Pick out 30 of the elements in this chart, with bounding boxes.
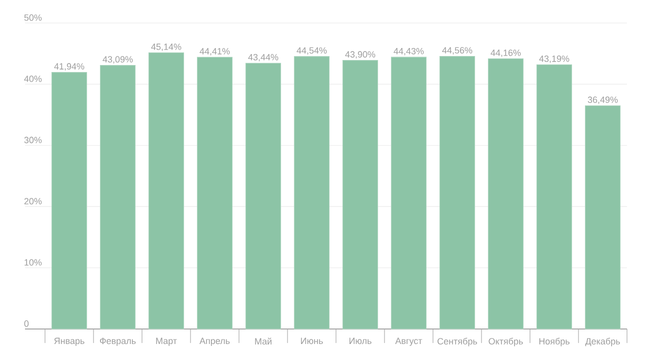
y-tick-label: 30% — [24, 136, 42, 144]
x-tick-label: Январь — [54, 338, 84, 346]
y-tick-label: 40% — [24, 76, 42, 82]
x-tick-label: Май — [255, 338, 272, 345]
data-label: 44,41% — [200, 48, 230, 56]
y-tick-label: 0 — [24, 320, 29, 327]
data-label: 43,44% — [248, 54, 278, 62]
x-tick-label: Август — [395, 338, 422, 346]
y-tick-label: 50% — [24, 14, 42, 21]
x-tick-label: Апрель — [200, 338, 230, 346]
data-label: 43,19% — [539, 56, 570, 63]
data-label: 43,09% — [102, 56, 133, 64]
x-tick-label: Февраль — [100, 338, 136, 346]
data-label: 45,14% — [151, 44, 182, 52]
x-tick-label: Март — [156, 338, 177, 346]
x-tick-label: Декабрь — [585, 338, 620, 346]
data-label: 41,94% — [54, 63, 84, 71]
x-tick-label: Июнь — [301, 338, 323, 344]
x-tick-label: Октябрь — [488, 338, 523, 346]
x-tick-label: Сентябрь — [438, 338, 478, 346]
x-tick-label: Ноябрь — [539, 338, 570, 346]
y-tick-label: 10% — [24, 259, 42, 266]
data-label: 43,90% — [345, 51, 376, 59]
data-label: 44,16% — [490, 50, 521, 58]
data-label: 36,49% — [588, 96, 618, 104]
data-label: 44,54% — [296, 47, 327, 55]
data-label: 44,56% — [442, 47, 472, 55]
data-label: 44,43% — [394, 48, 424, 56]
x-tick-label: Июль — [350, 338, 372, 344]
y-tick-label: 20% — [24, 198, 42, 204]
